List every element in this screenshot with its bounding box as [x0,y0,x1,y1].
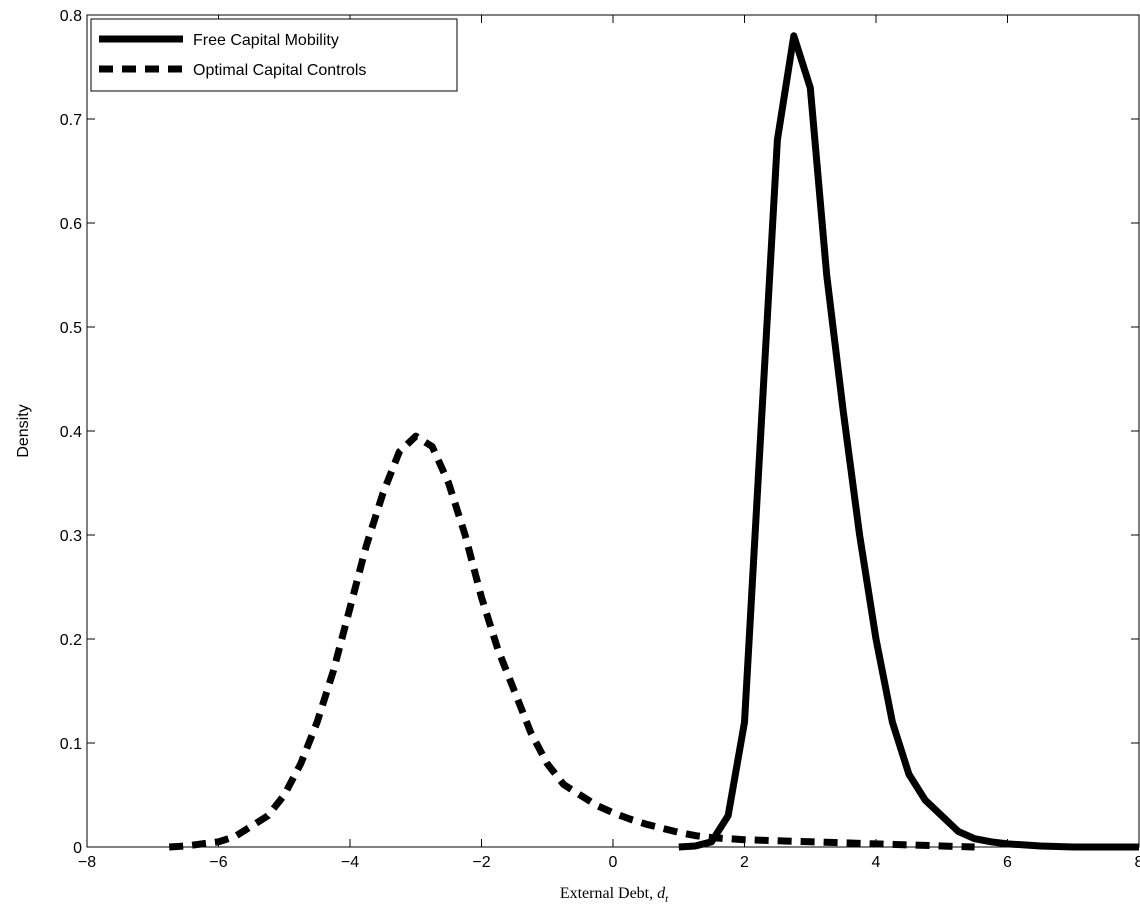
x-label-subscript: t [665,893,669,905]
y-tick-label: 0.1 [60,736,82,753]
series-line [168,432,975,851]
y-tick-label: 0.2 [60,632,82,649]
x-label-text: External Debt, [560,885,657,902]
x-tick-label: 8 [1135,854,1140,871]
y-tick-label: 0 [73,840,82,857]
y-axis-label: Density [15,404,32,457]
y-tick-label: 0.3 [60,528,82,545]
x-label-symbol: d [657,885,666,902]
x-tick-label: −8 [78,854,96,871]
x-tick-label: 6 [1003,854,1012,871]
x-axis-label: External Debt, dt [560,885,669,905]
y-tick-label: 0.7 [60,112,82,129]
x-tick-label: −2 [472,854,490,871]
legend-label: Optimal Capital Controls [193,62,366,79]
y-tick-label: 0.5 [60,320,82,337]
legend-box [90,18,458,92]
x-tick-label: 4 [872,854,881,871]
x-tick-label: 2 [740,854,749,871]
x-tick-label: 0 [609,854,618,871]
y-tick-label: 0.8 [60,8,82,25]
x-tick-label: −4 [341,854,359,871]
legend-label: Free Capital Mobility [193,32,339,49]
y-tick-label: 0.6 [60,216,82,233]
y-tick-label: 0.4 [60,424,82,441]
series-line [678,32,1139,851]
plot-frame [86,14,1140,848]
x-tick-label: −6 [209,854,227,871]
